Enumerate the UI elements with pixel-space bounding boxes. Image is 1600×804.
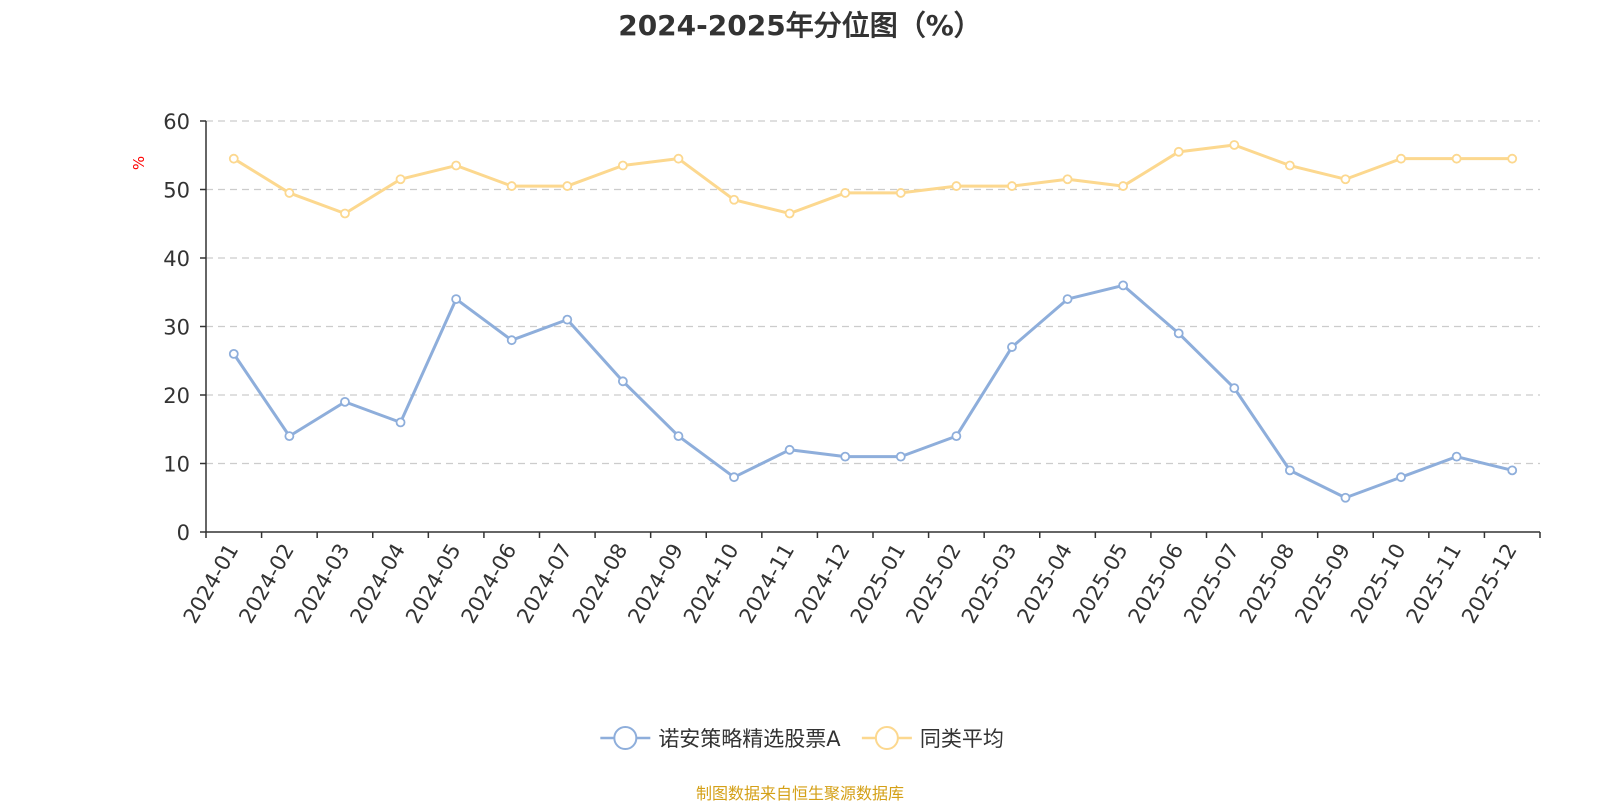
data-point	[951, 431, 962, 442]
legend: 诺安策略精选股票A 同类平均	[600, 726, 1004, 751]
legend-item-1: 同类平均	[861, 726, 1004, 751]
data-point	[951, 181, 962, 191]
legend-circle-icon	[874, 726, 899, 750]
y-tick-label: 20	[163, 384, 190, 408]
legend-label: 诺安策略精选股票A	[658, 727, 841, 751]
x-tick-label: 2024-04	[345, 540, 410, 628]
x-tick-label: 2025-01	[846, 540, 911, 628]
y-axis-label: %	[130, 156, 148, 170]
data-point	[1284, 160, 1295, 171]
series-line-0	[232, 283, 1513, 500]
data-point	[729, 194, 739, 205]
x-tick-label: 2025-03	[957, 540, 1022, 628]
data-point	[1007, 181, 1017, 191]
data-point	[784, 444, 795, 455]
legend-label: 同类平均	[920, 727, 1004, 751]
data-point	[1507, 465, 1518, 476]
data-point	[506, 335, 517, 346]
data-point	[1062, 294, 1073, 305]
x-tick-label: 2025-05	[1068, 540, 1133, 628]
data-point	[228, 153, 239, 164]
x-tick-label: 2024-09	[623, 540, 688, 628]
data-point	[284, 431, 295, 442]
data-point	[340, 396, 350, 407]
y-tick-label: 30	[163, 316, 190, 340]
y-tick-label: 40	[163, 247, 190, 271]
source-note: 制图数据来自恒生聚源数据库	[695, 784, 904, 803]
data-point	[1118, 181, 1129, 191]
data-point	[562, 181, 573, 191]
x-tick-label: 2025-08	[1235, 540, 1300, 628]
data-point	[395, 174, 406, 185]
x-tick-label: 2025-07	[1179, 540, 1244, 628]
x-tick-label: 2025-10	[1346, 540, 1411, 628]
data-point	[1396, 472, 1406, 483]
data-point	[1062, 174, 1073, 185]
data-point	[228, 348, 239, 359]
x-tick-label: 2025-12	[1457, 540, 1522, 628]
x-tick-label: 2024-01	[179, 540, 244, 628]
x-tick-label: 2025-06	[1124, 540, 1189, 628]
x-tick-label: 2025-02	[901, 540, 966, 628]
data-point	[840, 188, 851, 198]
chart-title: 2024-2025年分位图（%）	[618, 9, 982, 42]
data-point	[395, 417, 406, 428]
data-point	[895, 188, 906, 198]
data-point	[1396, 153, 1406, 164]
data-point	[617, 376, 628, 387]
data-point	[784, 208, 795, 219]
legend-item-0: 诺安策略精选股票A	[600, 726, 841, 751]
series-line-1	[233, 143, 1513, 215]
x-tick-label: 2024-06	[457, 540, 522, 628]
data-point	[1229, 383, 1240, 394]
data-point	[340, 208, 350, 219]
data-point	[1229, 140, 1240, 150]
x-tick-label: 2024-10	[679, 540, 744, 628]
legend-circle-icon	[613, 726, 638, 750]
data-point	[506, 181, 517, 191]
data-point	[451, 294, 462, 305]
grid-lines	[206, 120, 1540, 465]
series	[228, 140, 1518, 503]
data-point	[1340, 492, 1351, 503]
y-tick-label: 10	[163, 453, 190, 477]
data-point	[729, 472, 739, 483]
x-tick-label: 2024-08	[568, 540, 633, 628]
data-point	[1507, 153, 1518, 164]
x-tick-label: 2025-04	[1012, 540, 1077, 628]
y-tick-label: 0	[177, 521, 190, 545]
data-point	[1451, 451, 1462, 462]
x-tick-label: 2024-03	[290, 540, 355, 628]
data-point	[284, 188, 295, 198]
data-point	[1118, 280, 1129, 291]
data-point	[1451, 153, 1462, 164]
x-tick-label: 2025-11	[1401, 540, 1466, 628]
data-point	[451, 160, 462, 171]
data-point	[1173, 146, 1184, 157]
y-tick-label: 60	[163, 110, 190, 134]
x-tick-label: 2024-05	[401, 540, 466, 628]
x-tick-label: 2024-11	[734, 540, 799, 628]
data-point	[1173, 328, 1184, 339]
x-tick-label: 2024-12	[790, 540, 855, 628]
data-point	[1007, 342, 1017, 352]
data-point	[895, 451, 906, 462]
x-tick-label: 2024-07	[512, 540, 577, 628]
data-point	[673, 153, 684, 164]
data-point	[1340, 174, 1351, 185]
data-point	[673, 431, 684, 442]
data-point	[840, 451, 851, 462]
x-tick-label: 2024-02	[234, 540, 299, 628]
data-point	[562, 314, 573, 325]
data-point	[617, 160, 628, 171]
y-tick-label: 50	[163, 179, 190, 203]
x-tick-label: 2025-09	[1290, 540, 1355, 628]
axes: 01020304050602024-012024-022024-032024-0…	[163, 110, 1541, 628]
data-point	[1284, 465, 1295, 476]
